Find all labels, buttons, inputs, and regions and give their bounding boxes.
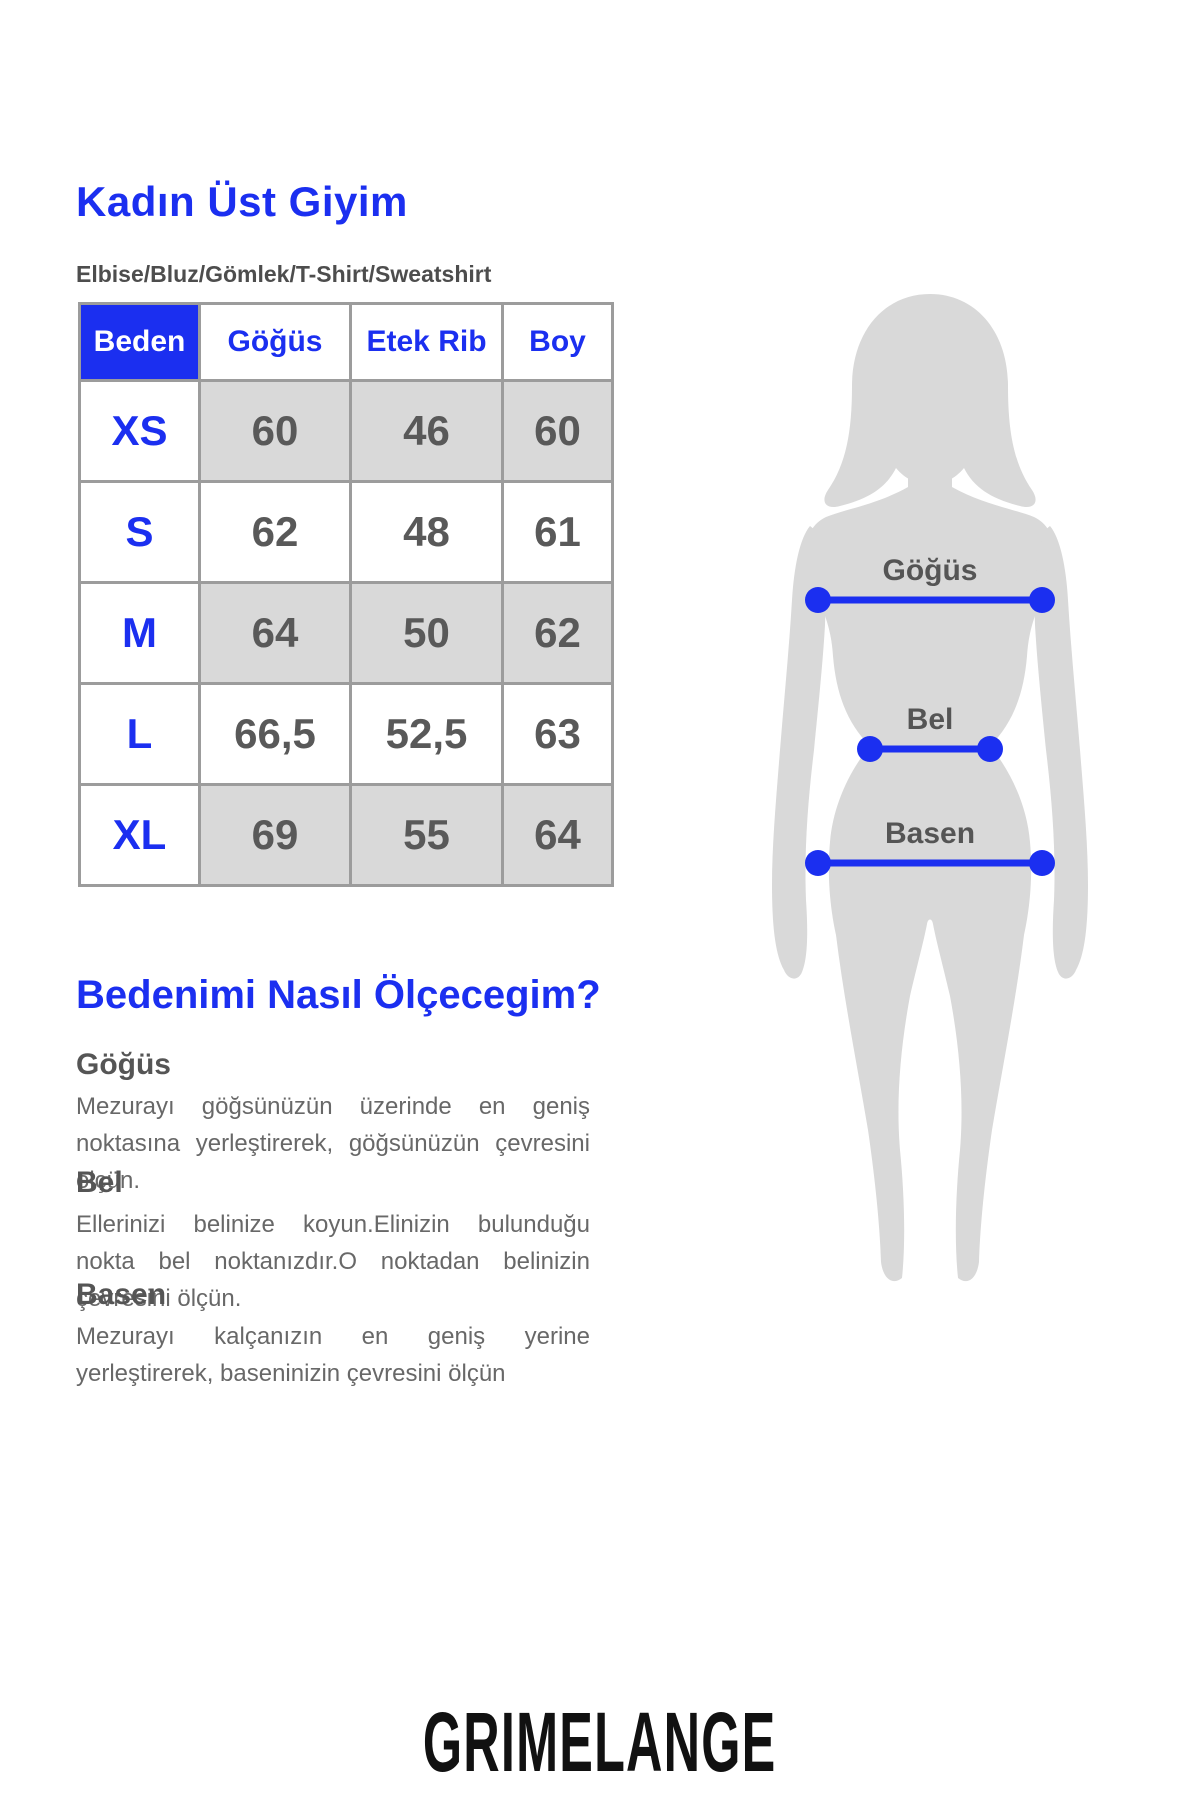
- hips-line-right-dot: [1029, 850, 1055, 876]
- value-cell: 62: [198, 480, 352, 584]
- guide-heading-hips: Basen: [76, 1278, 167, 1311]
- page-title: Kadın Üst Giyim: [76, 178, 408, 225]
- column-header-etek-rib: Etek Rib: [349, 302, 504, 382]
- waist-line-left-dot: [857, 736, 883, 762]
- brand-logo: GRIMELANGE: [423, 1695, 777, 1789]
- value-cell: 60: [198, 379, 352, 483]
- table-row-xs: XS 60 46 60: [78, 379, 614, 483]
- value-cell: 66,5: [198, 682, 352, 786]
- chest-measure-label: Göğüs: [882, 554, 978, 587]
- page-subtitle: Elbise/Bluz/Gömlek/T-Shirt/Sweatshirt: [76, 261, 492, 287]
- column-header-gogus: Göğüs: [198, 302, 352, 382]
- guide-heading-chest: Göğüs: [76, 1048, 171, 1081]
- size-table: Beden Göğüs Etek Rib Boy XS 60 46 60 S 6…: [78, 302, 614, 887]
- column-header-beden: Beden: [78, 302, 201, 382]
- female-silhouette: [772, 294, 1088, 1282]
- hips-line-left-dot: [805, 850, 831, 876]
- size-label: L: [78, 682, 201, 786]
- size-label: M: [78, 581, 201, 685]
- value-cell: 60: [501, 379, 614, 483]
- value-cell: 48: [349, 480, 504, 584]
- size-label: S: [78, 480, 201, 584]
- value-cell: 55: [349, 783, 504, 887]
- guide-text-hips: Mezurayı kalçanızın en geniş yerine yerl…: [76, 1323, 590, 1387]
- value-cell: 64: [198, 581, 352, 685]
- waist-line-right-dot: [977, 736, 1003, 762]
- waist-measure-label: Bel: [906, 703, 954, 736]
- brand-footer: GRIMELANGE: [0, 1694, 1200, 1791]
- value-cell: 50: [349, 581, 504, 685]
- value-cell: 52,5: [349, 682, 504, 786]
- guide-heading-waist: Bel: [76, 1166, 123, 1199]
- value-cell: 62: [501, 581, 614, 685]
- guide-text-waist: Ellerinizi belinize koyun.Elinizin bulun…: [76, 1211, 590, 1312]
- value-cell: 63: [501, 682, 614, 786]
- chest-line-right-dot: [1029, 587, 1055, 613]
- hips-measure-label: Basen: [884, 817, 976, 850]
- size-table-header-row: Beden Göğüs Etek Rib Boy: [78, 302, 614, 382]
- value-cell: 61: [501, 480, 614, 584]
- table-row-m: M 64 50 62: [78, 581, 614, 685]
- guide-text-chest: Mezurayı göğsünüzün üzerinde en geniş no…: [76, 1093, 590, 1194]
- table-row-l: L 66,5 52,5 63: [78, 682, 614, 786]
- column-header-boy: Boy: [501, 302, 614, 382]
- chest-line-left-dot: [805, 587, 831, 613]
- size-label: XL: [78, 783, 201, 887]
- table-row-xl: XL 69 55 64: [78, 783, 614, 887]
- measurement-figure: Göğüs Bel Basen: [730, 290, 1130, 1290]
- size-label: XS: [78, 379, 201, 483]
- value-cell: 46: [349, 379, 504, 483]
- value-cell: 64: [501, 783, 614, 887]
- table-row-s: S 62 48 61: [78, 480, 614, 584]
- value-cell: 69: [198, 783, 352, 887]
- guide-title: Bedenimi Nasıl Ölçecegim?: [76, 973, 601, 1017]
